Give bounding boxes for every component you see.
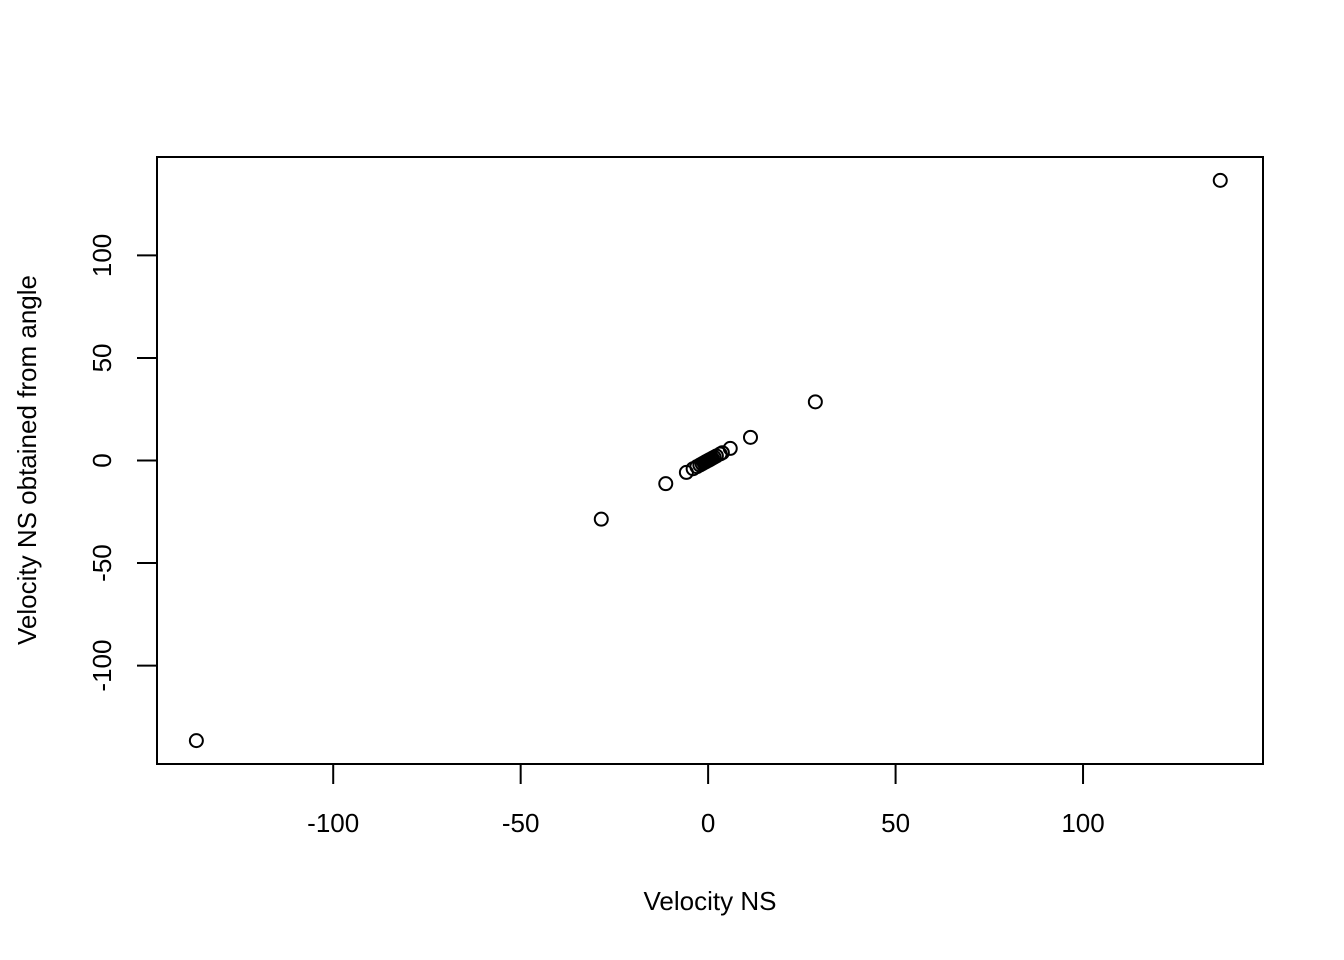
data-point [658, 476, 674, 492]
x-tick-label: 0 [701, 808, 715, 838]
data-point [188, 733, 204, 749]
x-tick-label: -50 [502, 808, 540, 838]
y-tick-label: 50 [87, 344, 117, 373]
x-tick-label: 50 [881, 808, 910, 838]
data-point [1212, 172, 1228, 188]
x-tick-label: 100 [1061, 808, 1104, 838]
data-point [807, 394, 823, 410]
data-point [714, 445, 730, 461]
y-tick-label: 100 [87, 234, 117, 277]
x-tick-label: -100 [307, 808, 359, 838]
y-axis: -100 -50 0 50 100 [87, 234, 158, 692]
y-tick-label: -50 [87, 544, 117, 582]
data-points [188, 172, 1228, 749]
y-tick-label: 0 [87, 453, 117, 467]
data-point [593, 511, 609, 527]
x-axis: -100 -50 0 50 100 [307, 763, 1105, 838]
x-axis-label: Velocity NS [644, 886, 777, 916]
data-point [742, 429, 758, 445]
y-tick-label: -100 [87, 640, 117, 692]
data-point [722, 440, 738, 456]
y-axis-label: Velocity NS obtained from angle [12, 275, 42, 645]
